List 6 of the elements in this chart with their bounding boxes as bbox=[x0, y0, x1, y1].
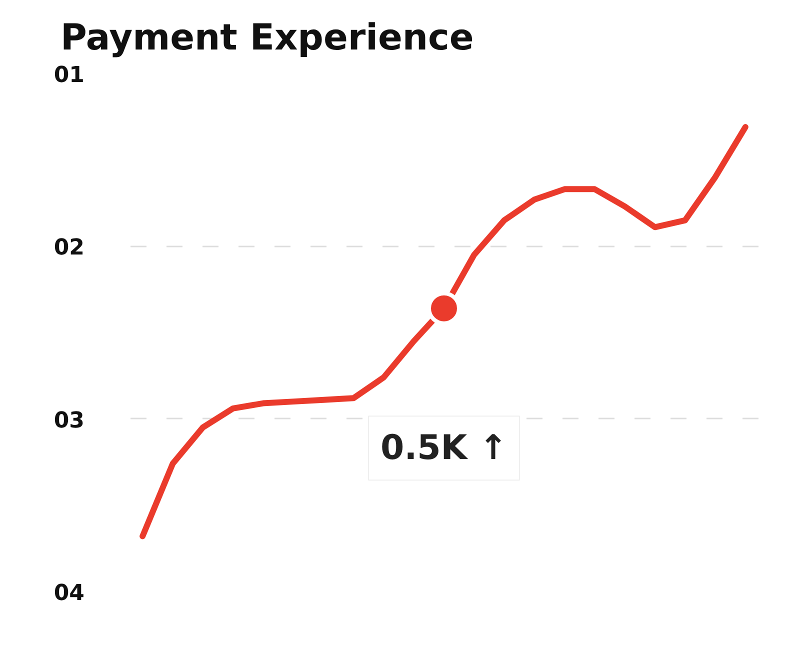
annotation: 0.5K ↑ bbox=[380, 428, 508, 468]
y-tick-label: 03 bbox=[54, 408, 85, 434]
chart-title: Payment Experience bbox=[60, 18, 474, 58]
y-tick-label: 04 bbox=[54, 581, 85, 606]
y-tick-label: 02 bbox=[54, 236, 85, 261]
y-tick-label: 01 bbox=[54, 63, 85, 88]
